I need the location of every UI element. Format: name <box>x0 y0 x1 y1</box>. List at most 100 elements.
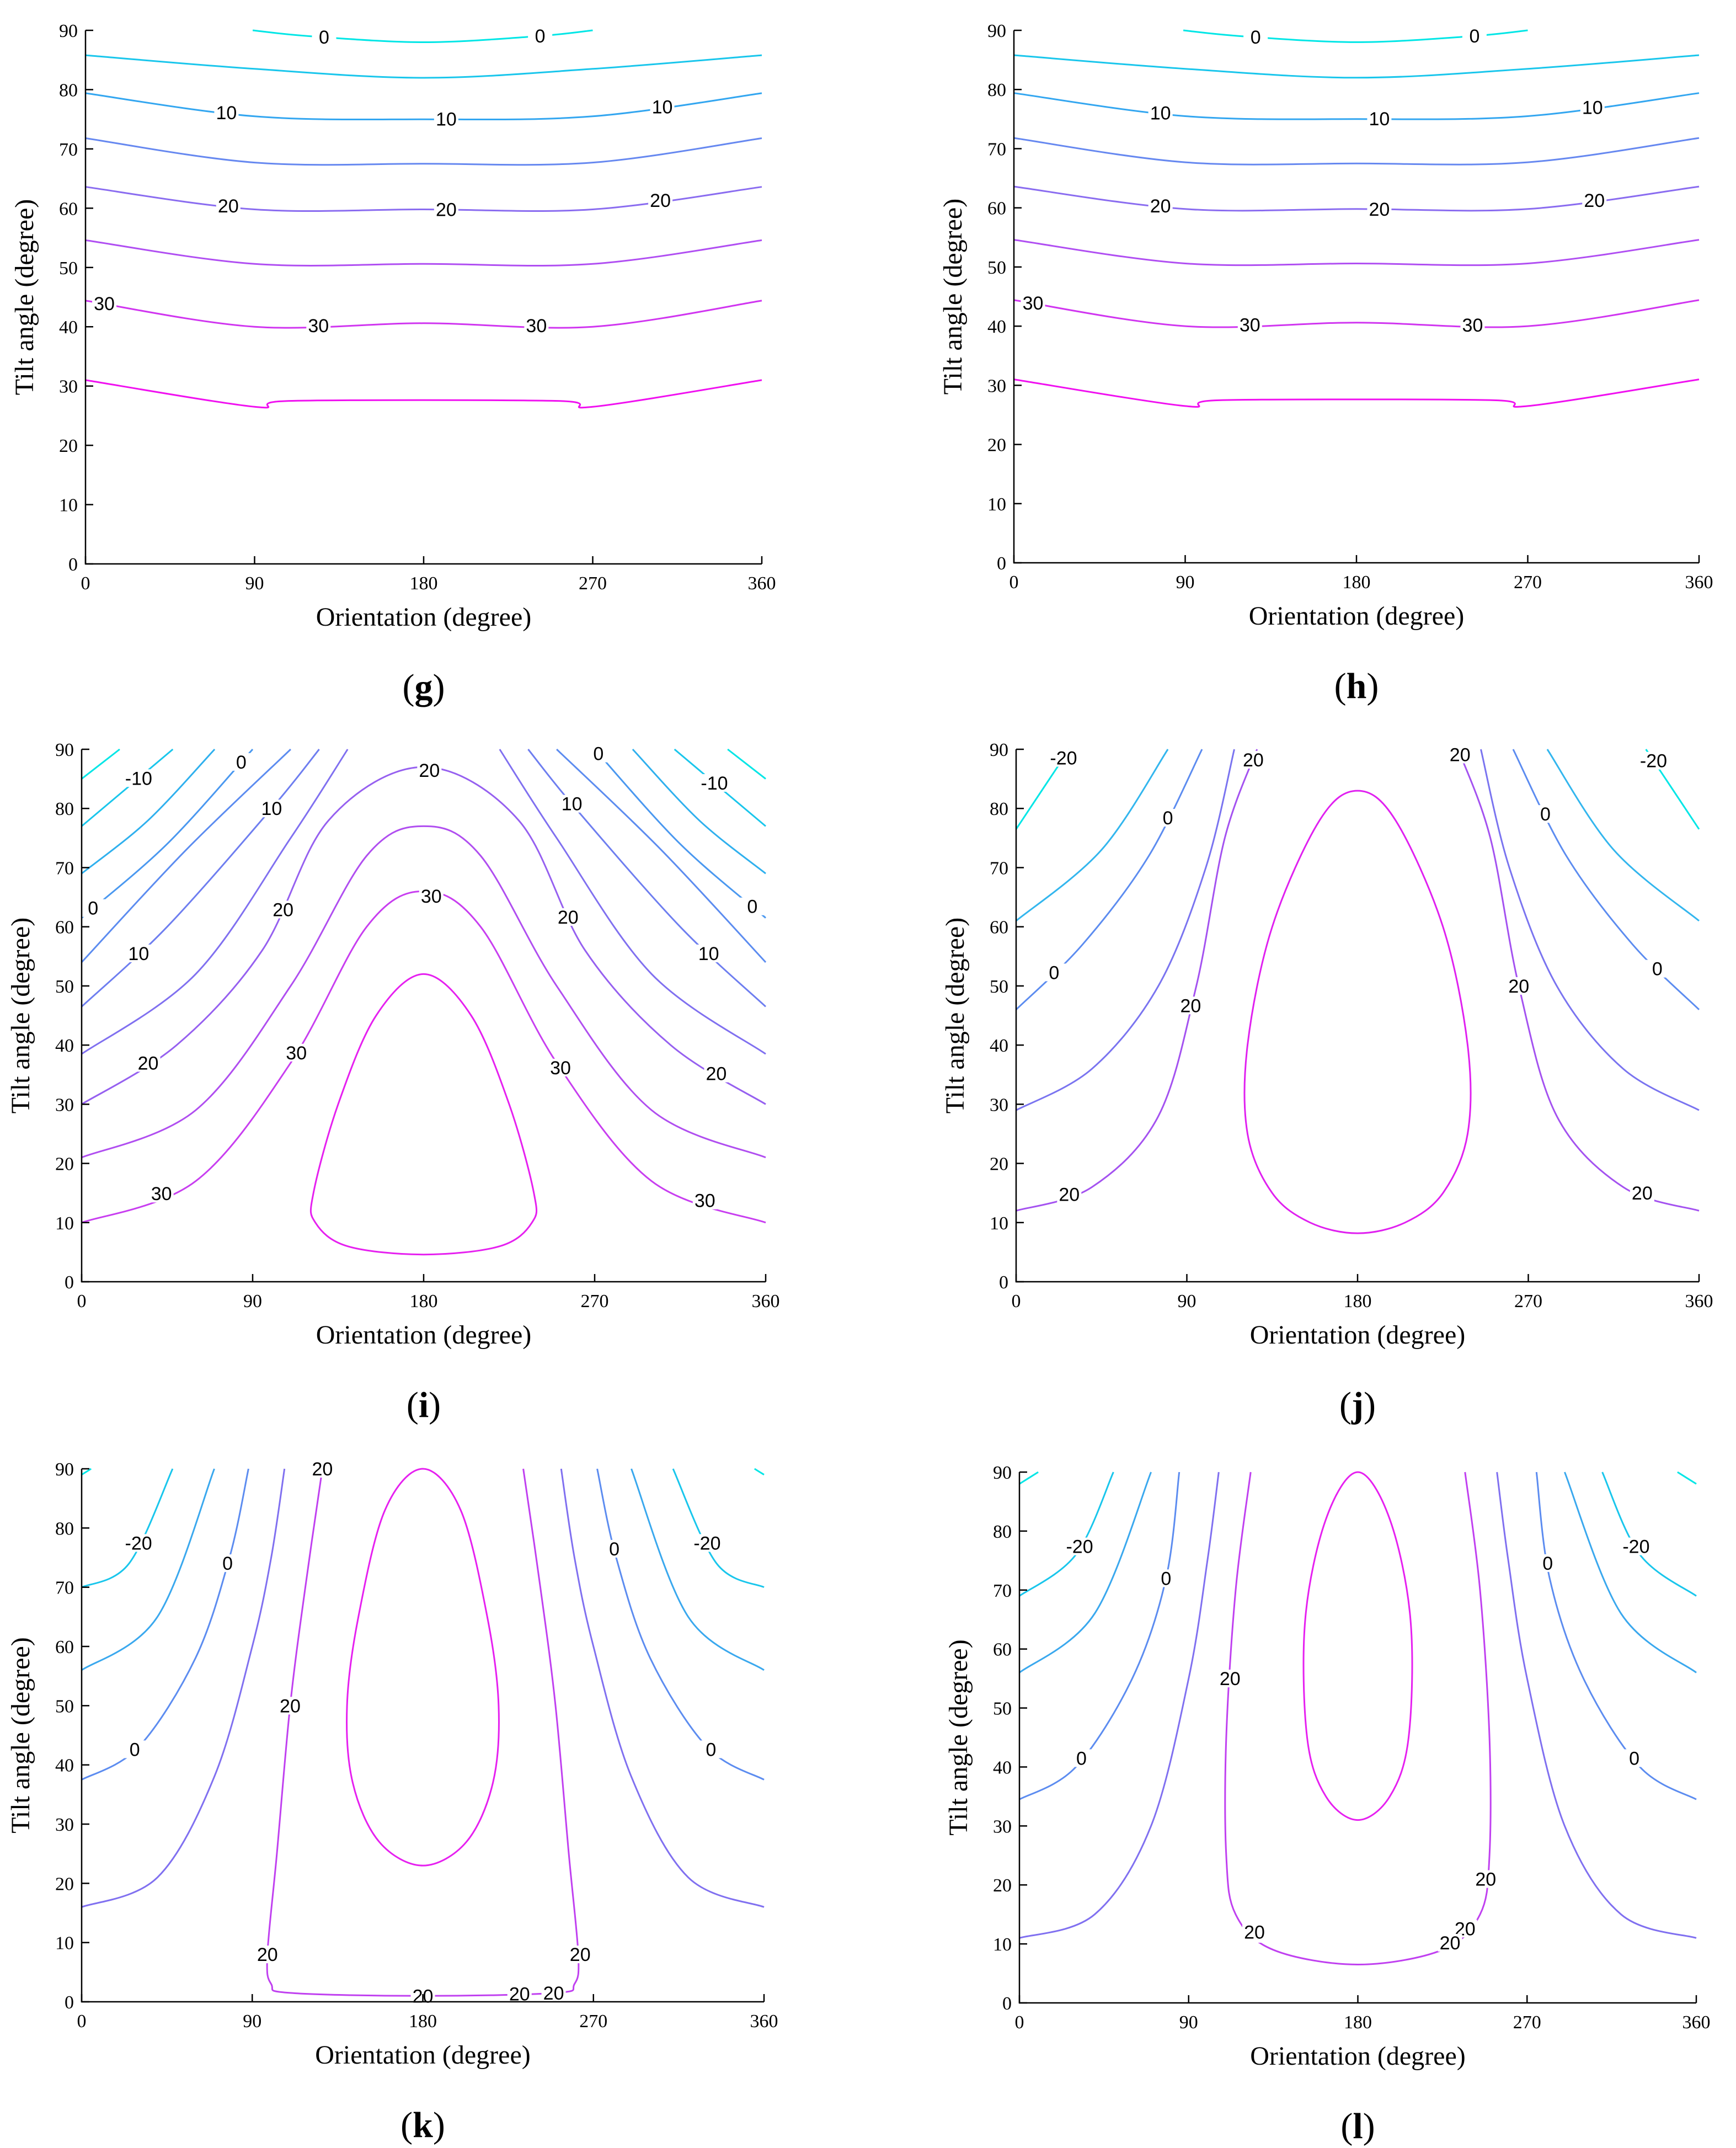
contour-label: 10 <box>698 944 719 964</box>
contour-label-bg <box>306 316 331 334</box>
contour-label-bg <box>255 1946 280 1964</box>
contour-label-bg <box>1148 196 1173 215</box>
panel-l: -20-200000202020202020090180270360010203… <box>944 1463 1711 2146</box>
contour-label-bg <box>1645 960 1670 978</box>
contour-label: 30 <box>1240 315 1260 336</box>
contour-label: 30 <box>526 316 547 337</box>
contour-line-15 <box>81 749 349 1055</box>
contours <box>81 1468 765 1997</box>
y-tick-label: 70 <box>987 139 1006 159</box>
contour-label-bg <box>1582 191 1607 209</box>
contour-label-bg <box>229 753 254 771</box>
y-tick-label: 60 <box>55 918 74 938</box>
x-axis-title: Orientation (degree) <box>316 1320 531 1350</box>
contour-label: 10 <box>128 944 149 964</box>
contour-label: 20 <box>312 1459 333 1480</box>
y-tick-label: 40 <box>990 1036 1008 1056</box>
y-tick-label: 40 <box>55 1036 74 1056</box>
contour-label: 20 <box>1059 1184 1080 1205</box>
contour-label: 0 <box>1163 808 1173 829</box>
contour-label: 20 <box>1440 1933 1461 1954</box>
y-tick-label: 50 <box>990 977 1008 997</box>
contour-label-bg <box>1473 1870 1498 1888</box>
y-tick-label: 90 <box>987 21 1006 41</box>
x-tick-label: 360 <box>750 2011 778 2032</box>
contour-label-bg <box>1630 1184 1654 1202</box>
contour-label-bg <box>1057 1185 1082 1203</box>
y-tick-label: 0 <box>999 1272 1008 1293</box>
contour-line-10 <box>1480 749 1700 1111</box>
y-axis-title: Tilt angle (degree) <box>944 1639 973 1835</box>
contour-label: 20 <box>1584 190 1605 211</box>
y-tick-label: 90 <box>993 1463 1012 1483</box>
contour-line-5 <box>1013 54 1700 79</box>
contour-label-bg <box>524 317 549 335</box>
y-tick-label: 50 <box>987 258 1006 278</box>
contour-label-bg <box>548 1058 573 1076</box>
contour-label: 30 <box>286 1043 307 1064</box>
contour-label: 0 <box>1540 804 1551 825</box>
contour-line--20 <box>1019 1472 1114 1597</box>
y-tick-label: 60 <box>993 1640 1012 1660</box>
contour-label-bg <box>528 27 553 45</box>
x-tick-label: 0 <box>77 2011 87 2032</box>
contour-label: 20 <box>1369 199 1390 220</box>
y-tick-label: 90 <box>59 21 78 41</box>
x-tick-label: 180 <box>1343 572 1371 593</box>
contour-line-10 <box>1019 1472 1220 1939</box>
contour-label-bg <box>126 769 151 787</box>
x-tick-label: 0 <box>1009 572 1019 593</box>
x-tick-label: 270 <box>1514 1291 1542 1312</box>
x-tick-label: 360 <box>1682 2012 1711 2033</box>
contour-label-bg <box>586 744 611 763</box>
contour-label-bg <box>434 200 458 218</box>
contour-line--5 <box>632 748 766 875</box>
contour-label-bg <box>1641 751 1666 770</box>
y-tick-label: 0 <box>65 1272 74 1293</box>
y-tick-label: 40 <box>59 317 78 338</box>
contours <box>1013 29 1700 408</box>
contour-label: 10 <box>562 794 583 815</box>
contour-label: 20 <box>218 196 239 217</box>
contour-label: 0 <box>609 1539 619 1560</box>
x-tick-label: 360 <box>1685 1291 1713 1312</box>
x-tick-label: 0 <box>1015 2012 1024 2033</box>
contour-label: 20 <box>706 1064 727 1085</box>
contour-label: 0 <box>1049 962 1059 983</box>
axis-lines <box>81 749 766 1283</box>
contour-label: -20 <box>1640 751 1667 772</box>
contour-label: 0 <box>222 1553 233 1574</box>
contour-label-bg <box>702 774 727 792</box>
contour-label-bg <box>1367 110 1392 128</box>
x-tick-label: 90 <box>243 1291 262 1312</box>
contour-label-bg <box>1178 996 1203 1015</box>
contour-label: 20 <box>280 1696 301 1717</box>
contour-label: 20 <box>558 907 579 928</box>
contours <box>1015 749 1700 1234</box>
contour-line-30 <box>1013 299 1700 328</box>
contour-line-30 <box>1243 790 1472 1234</box>
x-axis-title: Orientation (degree) <box>316 603 531 632</box>
y-tick-label: 60 <box>59 199 78 219</box>
contour-label-bg <box>1069 1749 1094 1767</box>
panel-label: (k) <box>400 2105 445 2145</box>
contour-line-35 <box>309 973 538 1256</box>
contour-label: 10 <box>436 109 457 130</box>
contour-line--30 <box>1677 1471 1697 1485</box>
x-tick-label: 360 <box>748 573 776 594</box>
contour-line-35 <box>1013 379 1700 408</box>
y-tick-label: 70 <box>59 140 78 160</box>
contour-label-bg <box>1623 1537 1648 1555</box>
contour-line-0 <box>1535 1472 1697 1800</box>
contour-label-bg <box>1153 1569 1178 1587</box>
contour-label-bg <box>1051 749 1076 767</box>
contour-label-bg <box>284 1043 309 1062</box>
y-tick-label: 90 <box>55 1459 74 1480</box>
contour-label-bg <box>215 1554 240 1573</box>
x-tick-label: 0 <box>1012 1291 1021 1312</box>
contour-label: 10 <box>1369 109 1390 130</box>
axis-lines <box>1018 1472 1696 2004</box>
contour-label: 30 <box>421 886 442 907</box>
y-tick-label: 10 <box>993 1934 1012 1955</box>
